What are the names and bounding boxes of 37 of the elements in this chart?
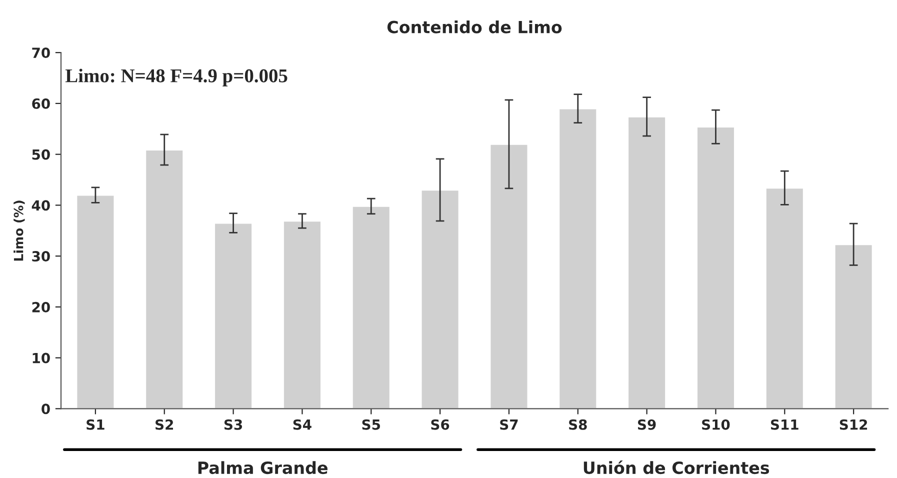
bar — [76, 194, 116, 409]
x-tick-label: S6 — [431, 419, 450, 430]
x-tick-label: S8 — [569, 419, 587, 430]
bar — [696, 126, 736, 409]
x-tick-label: S1 — [86, 419, 104, 430]
text: Unión de Corrientes — [584, 460, 770, 474]
x-tick-label: S2 — [156, 419, 173, 430]
y-tick-label: 50 — [32, 149, 50, 160]
bar — [489, 143, 529, 409]
y-tick-label: 20 — [32, 302, 50, 312]
x-tick-label: S5 — [362, 419, 380, 430]
bar — [144, 149, 184, 409]
y-tick-label: 10 — [32, 352, 50, 364]
annotation: Limo: N=48 F=4.9 p=0.005 — [65, 68, 288, 86]
x-tick-label: S7 — [500, 419, 518, 430]
x-tick-label: S9 — [638, 419, 656, 430]
bar — [420, 189, 460, 409]
bar — [214, 222, 253, 409]
y-tick-label: 60 — [32, 98, 50, 109]
bar — [558, 108, 598, 409]
bar — [765, 187, 804, 409]
y-tick-label: 70 — [32, 48, 50, 58]
x-tick-label: S11 — [770, 419, 798, 430]
y-tick-label: 30 — [32, 251, 50, 262]
x-tick-label: S3 — [224, 419, 242, 430]
bar — [351, 206, 391, 409]
bar — [627, 116, 666, 409]
bar — [834, 244, 874, 409]
x-tick-label: S12 — [840, 419, 868, 430]
y-tick-label: 40 — [32, 200, 50, 211]
bar — [282, 220, 322, 409]
y-tick-label: 0 — [42, 404, 50, 414]
y-axis-title: Limo (%) — [14, 200, 25, 261]
x-tick-label: S4 — [293, 419, 312, 430]
chart-title: Contenido de Limo — [387, 20, 562, 34]
text: Palma Grande — [198, 461, 328, 474]
x-tick-label: S10 — [702, 419, 730, 430]
